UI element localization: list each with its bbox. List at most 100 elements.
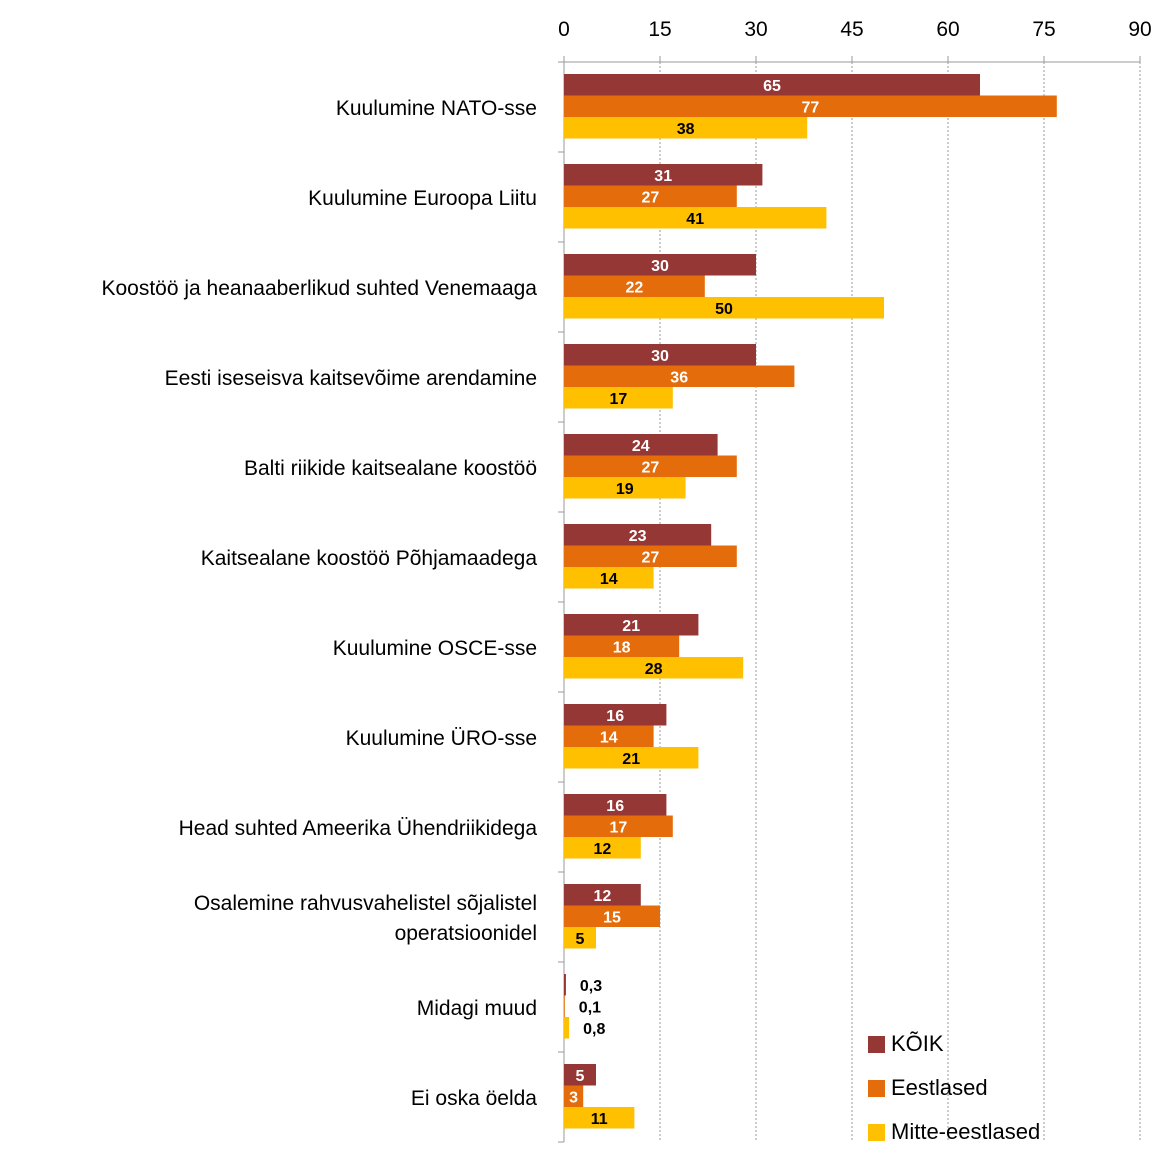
bar xyxy=(564,297,884,319)
category-label: Midagi muud xyxy=(417,997,537,1020)
bar xyxy=(564,185,737,207)
category-label-line: Kaitsealane koostöö Põhjamaadega xyxy=(201,547,538,570)
data-label: 0,1 xyxy=(579,999,601,1016)
data-label: 11 xyxy=(591,1111,608,1128)
data-label: 77 xyxy=(802,99,820,116)
data-label: 12 xyxy=(594,888,612,905)
data-label: 24 xyxy=(632,438,650,455)
bar xyxy=(564,657,744,679)
bar xyxy=(564,275,705,297)
legend-swatch xyxy=(868,1123,885,1141)
category-label: Balti riikide kaitsealane koostöö xyxy=(244,457,537,480)
data-label: 27 xyxy=(642,549,660,566)
category-label-line: Eesti iseseisva kaitsevõime arendamine xyxy=(165,367,537,390)
category-label: Kuulumine ÜRO-sse xyxy=(346,727,537,750)
data-label: 5 xyxy=(576,931,585,948)
data-label: 3 xyxy=(569,1089,578,1106)
bar xyxy=(564,635,680,657)
bar xyxy=(564,387,673,409)
category-label-line: Kuulumine OSCE-sse xyxy=(333,637,537,660)
category-labels: Kuulumine NATO-sse Kuulumine Euroopa Liit… xyxy=(101,97,537,1110)
bar xyxy=(564,95,1057,117)
gridlines xyxy=(659,62,1141,1142)
category-label: Kuulumine NATO-sse xyxy=(336,97,537,120)
bar xyxy=(564,434,718,456)
category-label-line: Midagi muud xyxy=(417,997,537,1020)
bars xyxy=(564,74,1057,1129)
tick-label: 60 xyxy=(936,18,959,41)
category-label: Kuulumine Euroopa Liitu xyxy=(308,187,537,210)
bar xyxy=(564,725,654,747)
legend-swatch xyxy=(868,1035,885,1053)
category-label: Kuulumine OSCE-sse xyxy=(333,637,537,660)
tick-label: 45 xyxy=(840,18,863,41)
data-label: 50 xyxy=(715,301,733,318)
category-label: Kaitsealane koostöö Põhjamaadega xyxy=(201,547,538,570)
data-label: 27 xyxy=(642,459,660,476)
tick-label: 90 xyxy=(1128,18,1151,41)
bar xyxy=(564,1107,635,1129)
data-label: 16 xyxy=(606,708,624,725)
bar xyxy=(564,74,980,96)
data-label: 22 xyxy=(626,279,644,296)
data-label: 14 xyxy=(600,729,618,746)
bar xyxy=(564,524,712,546)
category-label-line: Osalemine rahvusvahelistel sõjalistel xyxy=(194,892,537,915)
bar xyxy=(564,1064,596,1086)
bar xyxy=(564,884,641,906)
data-label: 36 xyxy=(670,369,688,386)
bar xyxy=(564,1085,584,1107)
bar xyxy=(564,837,641,859)
data-label: 38 xyxy=(677,121,695,138)
legend-label: Eestlased xyxy=(891,1075,988,1100)
category-label: Ei oska öelda xyxy=(411,1087,537,1110)
bar xyxy=(564,344,756,366)
category-label: Head suhted Ameerika Ühendriikidega xyxy=(179,817,538,840)
bar xyxy=(564,365,795,387)
tick-label: 30 xyxy=(744,18,767,41)
category-label-line: Koostöö ja heanaaberlikud suhted Venemaa… xyxy=(101,277,537,300)
data-label: 31 xyxy=(654,168,672,185)
legend-label: Mitte-eestlased xyxy=(891,1119,1041,1144)
tick-label: 0 xyxy=(558,18,570,41)
data-label: 17 xyxy=(610,819,628,836)
bar xyxy=(564,545,737,567)
bar xyxy=(564,995,565,1017)
data-label: 5 xyxy=(576,1068,585,1085)
bar xyxy=(564,164,763,186)
legend-item-eestlased: Eestlased xyxy=(868,1074,1040,1102)
x-axis-ticks: 0 15 30 45 60 75 90 xyxy=(558,18,1152,63)
bar xyxy=(564,1017,570,1039)
bar xyxy=(564,207,827,229)
data-label: 21 xyxy=(622,618,640,635)
category-label: Eesti iseseisva kaitsevõime arendamine xyxy=(165,367,537,390)
category-label: Koostöö ja heanaaberlikud suhted Venemaa… xyxy=(101,277,537,300)
tick-label: 75 xyxy=(1032,18,1055,41)
bar xyxy=(564,117,808,139)
data-label: 65 xyxy=(763,78,781,95)
category-label-line: Ei oska öelda xyxy=(411,1087,537,1110)
data-label: 23 xyxy=(629,528,647,545)
data-label: 19 xyxy=(616,481,634,498)
bar xyxy=(564,614,699,636)
data-label: 27 xyxy=(642,189,660,206)
tick-label: 15 xyxy=(648,18,671,41)
data-label: 30 xyxy=(651,258,669,275)
data-label: 30 xyxy=(651,348,669,365)
bar xyxy=(564,815,673,837)
data-label: 14 xyxy=(600,571,618,588)
data-label: 17 xyxy=(610,391,628,408)
data-label: 0,3 xyxy=(580,978,602,995)
bar xyxy=(564,704,667,726)
data-label: 0,8 xyxy=(583,1021,605,1038)
data-label: 15 xyxy=(603,909,621,926)
legend-item-kõik: KÕIK xyxy=(868,1030,1040,1058)
legend-item-mitte-eestlased: Mitte-eestlased xyxy=(868,1118,1040,1146)
data-label: 12 xyxy=(594,841,612,858)
bar xyxy=(564,477,686,499)
legend-swatch xyxy=(868,1079,885,1097)
bar xyxy=(564,254,756,276)
bar xyxy=(564,567,654,589)
data-label: 21 xyxy=(622,751,640,768)
y-axis xyxy=(558,61,565,1143)
